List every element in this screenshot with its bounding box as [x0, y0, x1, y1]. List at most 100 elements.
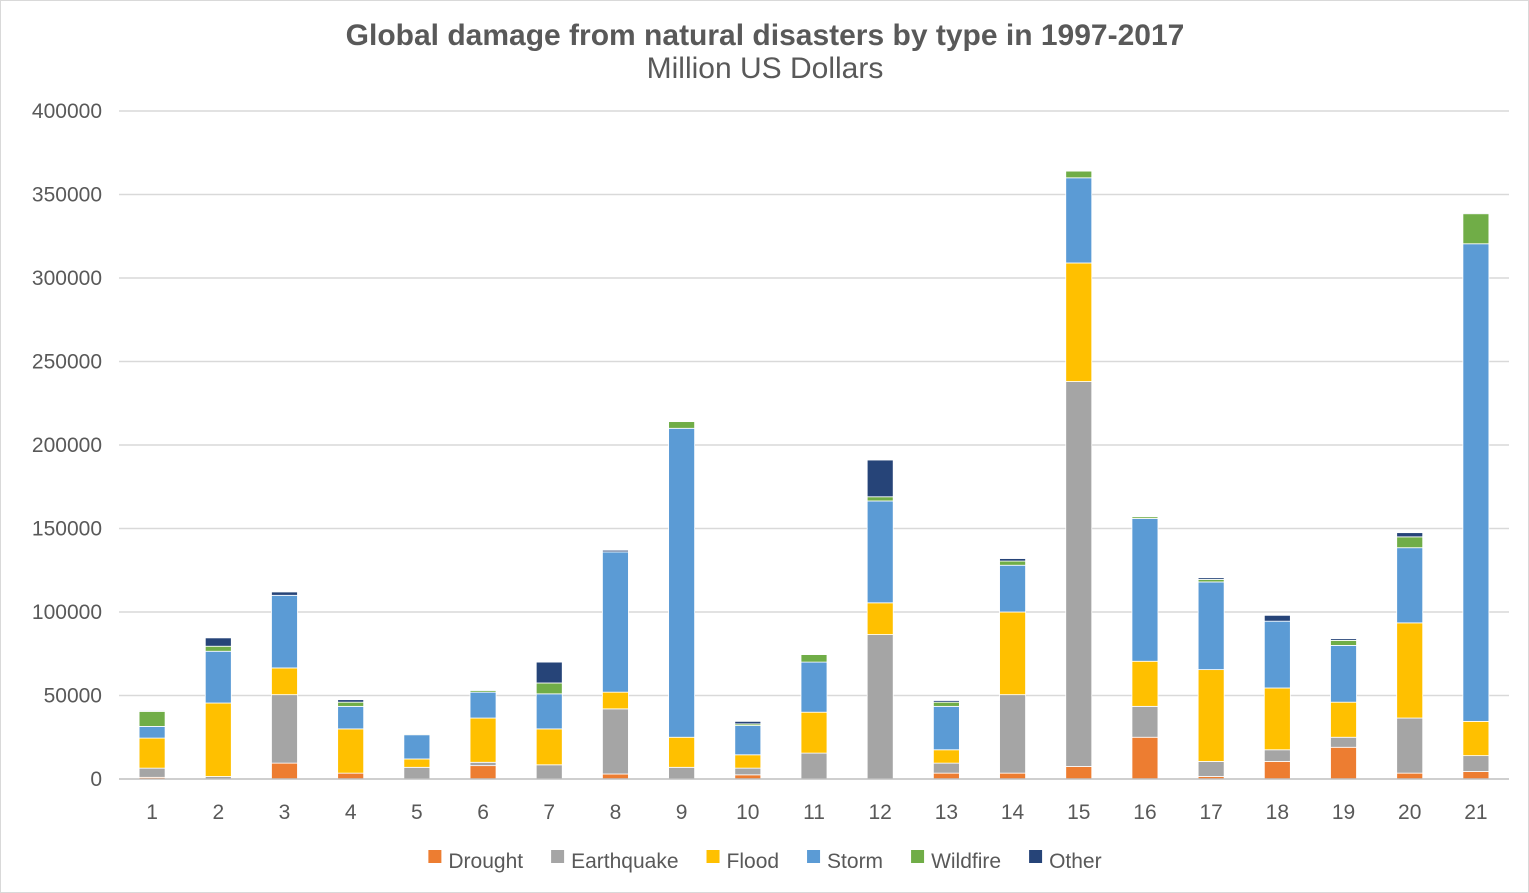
bar-segment-drought — [932, 772, 960, 780]
bar-segment-drought — [1263, 761, 1291, 780]
bar-segment-storm — [932, 705, 960, 751]
bar-segment-storm — [469, 691, 497, 719]
x-tick-label: 8 — [610, 801, 622, 824]
x-tick-label: 12 — [869, 801, 892, 824]
x-tick-label: 11 — [803, 801, 825, 824]
bar-stack — [602, 549, 629, 780]
bar-segment-earthquake — [1396, 717, 1424, 774]
bar-segment-other — [469, 689, 497, 691]
bar-segment-earthquake — [1330, 736, 1357, 748]
bar-segment-storm — [1197, 581, 1225, 671]
bar-segment-earthquake — [602, 708, 629, 775]
x-tick-label: 4 — [345, 801, 357, 824]
bar-segment-storm — [1263, 620, 1291, 689]
bar-segment-drought — [271, 762, 298, 780]
bar-segment-flood — [602, 691, 629, 710]
bar-segment-flood — [403, 758, 431, 768]
bar-segment-flood — [866, 602, 894, 635]
bar-segment-wildfire — [204, 645, 232, 652]
bar-segment-storm — [1131, 518, 1159, 662]
bar-segment-earthquake — [999, 694, 1026, 774]
bar-segment-other — [1330, 638, 1357, 641]
bar-stack — [1197, 577, 1225, 780]
bar-segment-drought — [469, 765, 497, 780]
bar-stack — [1330, 638, 1357, 780]
bar-segment-storm — [800, 661, 828, 713]
bar-stack — [1131, 516, 1159, 780]
bar-segment-flood — [138, 737, 166, 769]
legend-item: Drought — [428, 850, 523, 873]
bar-segment-earthquake — [1462, 755, 1490, 772]
bar-segment-flood — [1263, 687, 1291, 751]
legend: Drought Earthquake Flood Storm Wildfire Other — [428, 850, 1102, 873]
x-tick-label: 20 — [1398, 801, 1421, 824]
x-tick-label: 18 — [1266, 801, 1289, 824]
bar-segment-other — [204, 637, 232, 647]
bar-stack — [1263, 614, 1291, 780]
legend-label: Flood — [727, 850, 780, 873]
bar-segment-other — [932, 700, 960, 703]
bar-segment-earthquake — [932, 762, 960, 774]
bar-segment-storm — [1462, 243, 1490, 722]
bar-segment-flood — [204, 702, 232, 777]
bar-segment-storm — [734, 725, 762, 756]
legend-label: Other — [1049, 850, 1102, 873]
y-tick-label: 50000 — [44, 685, 102, 708]
bar-segment-drought — [1396, 772, 1424, 780]
bar-segment-other — [866, 459, 894, 498]
bar-segment-storm — [1065, 177, 1093, 264]
x-tick-label: 3 — [279, 801, 291, 824]
bar-segment-other — [138, 710, 166, 712]
bar-segment-other — [1197, 577, 1225, 580]
bar-segment-flood — [734, 754, 762, 769]
x-tick-label: 7 — [543, 801, 555, 824]
legend-item: Storm — [807, 850, 883, 873]
legend-label: Storm — [827, 850, 883, 873]
bar-segment-storm — [403, 734, 431, 760]
bar-segment-storm — [999, 564, 1026, 613]
bar-segment-storm — [337, 705, 365, 730]
legend-label: Wildfire — [931, 850, 1001, 873]
bar-stack — [469, 689, 497, 780]
x-tick-label: 16 — [1133, 801, 1156, 824]
bar-segment-wildfire — [932, 701, 960, 707]
x-tick-label: 19 — [1332, 801, 1355, 824]
y-tick-label: 200000 — [32, 434, 102, 457]
bar-segment-earthquake — [403, 766, 431, 780]
bar-segment-storm — [866, 500, 894, 604]
bar-segment-earthquake — [1197, 761, 1225, 777]
x-tick-label: 13 — [935, 801, 958, 824]
bar-segment-wildfire — [866, 496, 894, 502]
legend-label: Drought — [448, 850, 523, 873]
bar-stack — [271, 591, 298, 780]
legend-swatch — [706, 850, 720, 863]
bar-stack — [932, 700, 960, 780]
bar-stack — [734, 720, 762, 780]
x-tick-label: 1 — [146, 801, 158, 824]
bar-segment-drought — [999, 772, 1026, 780]
x-tick-label: 2 — [212, 801, 224, 824]
legend-swatch — [551, 850, 565, 863]
bar-segment-earthquake — [1065, 381, 1093, 767]
bar-segment-flood — [1197, 669, 1225, 762]
bar-segment-other — [1263, 614, 1291, 622]
bar-segment-other — [535, 661, 563, 684]
legend-swatch — [428, 850, 442, 863]
y-tick-label: 0 — [90, 768, 102, 791]
legend-swatch — [1029, 850, 1043, 863]
bar-segment-wildfire — [1330, 639, 1357, 646]
bar-stack — [535, 661, 563, 780]
bar-stack — [1462, 212, 1490, 780]
bar-segment-flood — [1462, 720, 1490, 757]
chart-title: Global damage from natural disasters by … — [346, 19, 1185, 52]
bar-segment-flood — [469, 717, 497, 763]
bar-stack — [1065, 170, 1093, 780]
x-tick-label: 6 — [477, 801, 489, 824]
legend-swatch — [807, 850, 821, 863]
bar-segment-flood — [1131, 660, 1159, 707]
bar-segment-drought — [1131, 736, 1159, 780]
bar-segment-other — [271, 591, 298, 596]
bar-segment-wildfire — [999, 560, 1026, 566]
bar-segment-flood — [1330, 701, 1357, 738]
bar-segment-drought — [1462, 771, 1490, 780]
